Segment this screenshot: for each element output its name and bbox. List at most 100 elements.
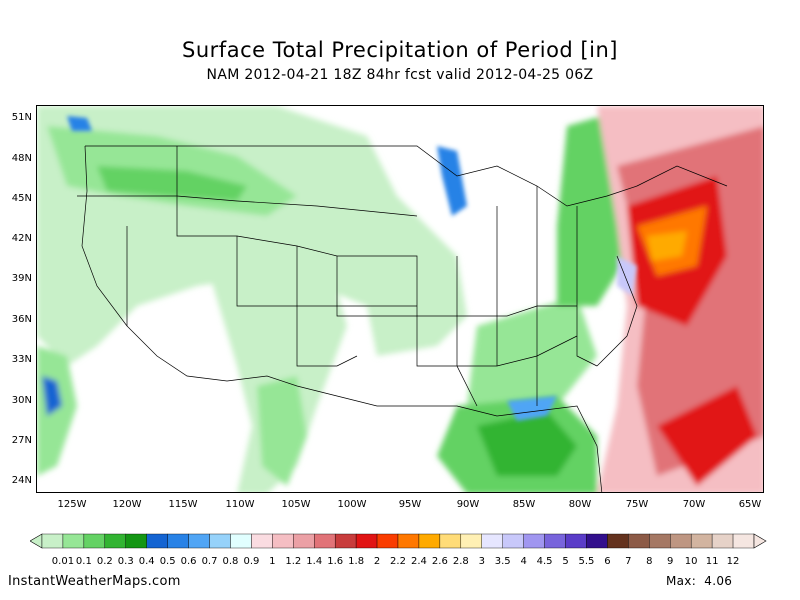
precip-area xyxy=(437,146,467,216)
legend-tick-label: 3 xyxy=(478,556,485,567)
legend-tick-label: 2.8 xyxy=(452,556,469,567)
lon-tick-label: 125W xyxy=(57,499,87,510)
legend-tick-label: 0.6 xyxy=(180,556,197,567)
legend-tick-label: 0.7 xyxy=(201,556,218,567)
legend-swatch xyxy=(418,533,441,549)
lat-tick-label: 42N xyxy=(11,233,32,244)
legend-swatch xyxy=(209,533,231,549)
lat-tick-label: 39N xyxy=(11,273,32,284)
legend-tick-label: 1.4 xyxy=(306,556,323,567)
legend-tick-label: 1.2 xyxy=(285,556,302,567)
color-legend xyxy=(30,533,767,549)
lon-tick-label: 75W xyxy=(625,499,649,510)
legend-tick-label: 0.8 xyxy=(222,556,239,567)
lat-tick-label: 45N xyxy=(11,193,32,204)
legend-swatch xyxy=(481,533,503,549)
legend-tick-label: 0.5 xyxy=(159,556,176,567)
legend-swatch xyxy=(670,533,692,549)
legend-swatch xyxy=(167,533,189,549)
legend-swatch xyxy=(83,533,106,549)
site-credit: InstantWeatherMaps.com xyxy=(8,574,181,589)
legend-swatch xyxy=(146,533,168,549)
precip-area xyxy=(507,396,557,421)
legend-swatch xyxy=(628,533,650,549)
legend-tick-label: 7 xyxy=(625,556,632,567)
map-canvas xyxy=(37,106,763,492)
legend-tick-label: 3.5 xyxy=(494,556,511,567)
legend-swatch xyxy=(41,533,64,549)
legend-tick-label: 9 xyxy=(667,556,674,567)
state-boundaries xyxy=(77,145,728,492)
legend-swatch xyxy=(711,533,734,549)
lon-tick-label: 110W xyxy=(225,499,255,510)
lon-tick-label: 65W xyxy=(738,499,762,510)
legend-swatch xyxy=(690,533,713,549)
precip-area xyxy=(467,296,597,426)
map-title: Surface Total Precipitation of Period [i… xyxy=(182,38,618,62)
lat-tick-label: 36N xyxy=(11,314,32,325)
legend-tick-label: 10 xyxy=(684,556,698,567)
precip-area xyxy=(657,386,757,486)
legend-swatch xyxy=(460,533,482,549)
legend-swatch xyxy=(523,533,545,549)
lon-tick-label: 80W xyxy=(568,499,592,510)
legend-tick-label: 2 xyxy=(373,556,381,567)
map-subtitle: NAM 2012-04-21 18Z 84hr fcst valid 2012-… xyxy=(206,67,594,83)
lon-tick-label: 115W xyxy=(168,499,198,510)
legend-swatch xyxy=(376,533,399,549)
legend-low-arrow xyxy=(30,533,43,549)
lon-tick-label: 70W xyxy=(682,499,706,510)
lat-tick-label: 30N xyxy=(11,395,32,406)
legend-tick-label: 4 xyxy=(520,556,527,567)
legend-swatch xyxy=(607,533,629,549)
precip-area xyxy=(647,231,687,261)
precip-area xyxy=(42,376,62,416)
legend-tick-label: 1 xyxy=(269,556,276,567)
precip-area xyxy=(37,346,77,476)
lat-tick-label: 27N xyxy=(11,435,32,446)
legend-high-arrow xyxy=(753,533,767,549)
legend-tick-label: 4.5 xyxy=(536,556,553,567)
lon-tick-label: 105W xyxy=(281,499,311,510)
lon-tick-label: 95W xyxy=(398,499,422,510)
lat-tick-label: 48N xyxy=(11,153,32,164)
legend-swatch xyxy=(293,533,315,549)
legend-tick-label: 11 xyxy=(705,556,719,567)
legend-tick-label: 6 xyxy=(604,556,611,567)
lat-tick-label: 51N xyxy=(11,112,32,123)
legend-tick-label: 2.4 xyxy=(410,556,427,567)
legend-swatch xyxy=(334,533,357,549)
legend-tick-label: 0.4 xyxy=(138,556,155,567)
legend-swatch xyxy=(649,533,671,549)
lon-tick-label: 85W xyxy=(512,499,536,510)
legend-swatch xyxy=(251,533,273,549)
legend-swatch xyxy=(104,533,126,549)
lon-tick-label: 90W xyxy=(456,499,480,510)
legend-swatch xyxy=(502,533,524,549)
legend-swatch xyxy=(314,533,336,549)
legend-swatch xyxy=(439,533,462,549)
legend-tick-label: 1.6 xyxy=(327,556,344,567)
precip-area xyxy=(617,256,637,296)
lon-tick-label: 120W xyxy=(112,499,142,510)
legend-tick-label: 1.8 xyxy=(348,556,365,567)
legend-swatch xyxy=(188,533,210,549)
legend-tick-label: 2.6 xyxy=(431,556,448,567)
precip-area xyxy=(207,256,347,492)
legend-swatch xyxy=(272,533,294,549)
max-value: 4.06 xyxy=(704,574,733,588)
legend-tick-label: 0.9 xyxy=(243,556,260,567)
legend-tick-label: 0.1 xyxy=(75,556,92,567)
legend-swatch xyxy=(355,533,378,549)
legend-swatch xyxy=(125,533,147,549)
legend-swatch xyxy=(586,533,608,549)
legend-tick-label: 8 xyxy=(646,556,653,567)
legend-tick-label: 2.2 xyxy=(390,556,406,567)
precip-area xyxy=(97,166,247,201)
legend-tick-label: 0.01 xyxy=(51,556,75,567)
lat-tick-label: 24N xyxy=(11,475,32,486)
precip-area xyxy=(257,376,307,486)
legend-swatch xyxy=(62,533,85,549)
lat-tick-label: 33N xyxy=(11,354,32,365)
legend-swatch xyxy=(397,533,420,549)
